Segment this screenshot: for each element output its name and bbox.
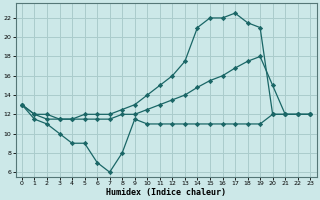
X-axis label: Humidex (Indice chaleur): Humidex (Indice chaleur) bbox=[106, 188, 226, 197]
